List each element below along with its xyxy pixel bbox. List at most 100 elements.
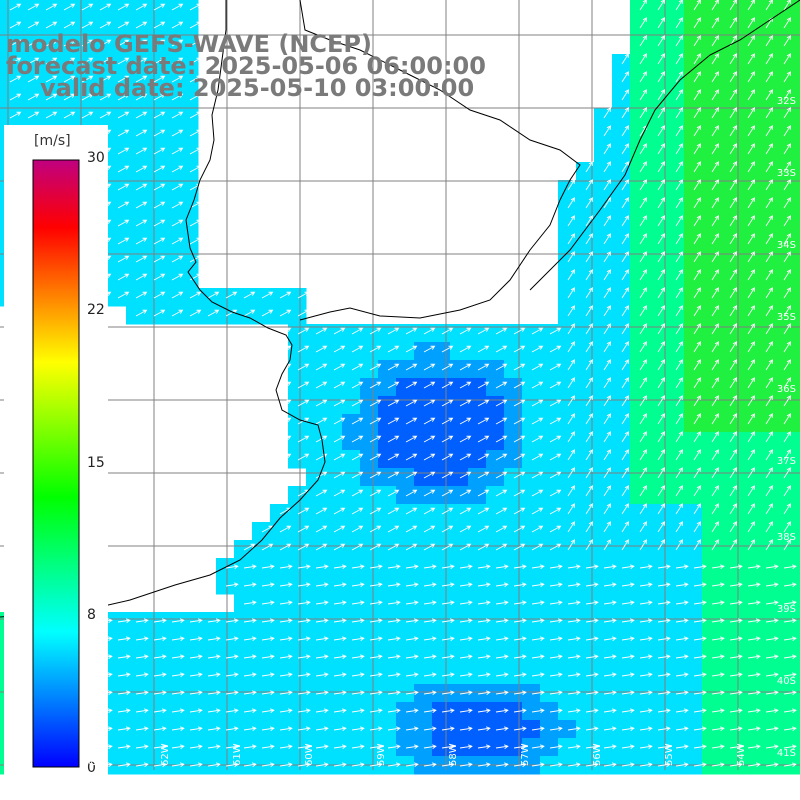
- wind-speed-cell: [594, 540, 613, 559]
- wind-arrow: [279, 708, 293, 713]
- wind-speed-cell: [108, 738, 127, 757]
- wind-arrow: [765, 521, 773, 533]
- wind-speed-cell: [594, 342, 613, 361]
- wind-speed-cell: [270, 540, 289, 559]
- wind-arrow: [477, 582, 491, 587]
- wind-arrow: [693, 467, 701, 479]
- wind-arrow: [549, 762, 563, 767]
- wind-arrow: [351, 363, 364, 371]
- wind-speed-cell: [360, 630, 379, 649]
- wind-arrow: [639, 503, 647, 515]
- wind-arrow: [747, 582, 761, 587]
- wind-speed-cell: [792, 468, 800, 487]
- wind-arrow: [351, 672, 365, 677]
- wind-speed-cell: [540, 648, 559, 667]
- wind-speed-cell: [288, 342, 307, 361]
- wind-speed-cell: [702, 522, 721, 541]
- wind-arrow: [549, 708, 563, 713]
- wind-arrow: [135, 291, 148, 299]
- wind-arrow: [333, 564, 347, 569]
- wind-speed-cell: [612, 720, 631, 739]
- wind-arrow: [189, 201, 202, 209]
- lat-label-36s: 36S: [776, 384, 796, 395]
- wind-arrow: [477, 543, 490, 551]
- wind-arrow: [369, 654, 383, 659]
- wind-speed-cell: [792, 504, 800, 523]
- wind-speed-cell: [684, 468, 703, 487]
- wind-arrow: [531, 489, 544, 497]
- wind-speed-cell: [504, 396, 523, 415]
- wind-speed-cell: [702, 54, 721, 73]
- wind-speed-cell: [270, 288, 289, 307]
- wind-arrow: [513, 762, 527, 767]
- wind-arrow: [783, 125, 791, 137]
- wind-arrow: [189, 93, 202, 101]
- wind-arrow: [135, 654, 149, 659]
- wind-speed-cell: [702, 360, 721, 379]
- wind-arrow: [603, 564, 617, 569]
- wind-speed-cell: [468, 738, 487, 757]
- wind-speed-cell: [0, 54, 19, 73]
- wind-arrow: [441, 417, 454, 425]
- wind-speed-cell: [360, 702, 379, 721]
- wind-speed-cell: [234, 540, 253, 559]
- wind-arrow: [225, 744, 239, 749]
- wind-speed-cell: [648, 72, 667, 91]
- colorbar: [4, 125, 108, 780]
- wind-speed-cell: [288, 306, 307, 325]
- wind-speed-cell: [396, 396, 415, 415]
- wind-arrow: [549, 453, 562, 461]
- wind-speed-cell: [324, 630, 343, 649]
- wind-speed-cell: [774, 414, 793, 433]
- wind-speed-cell: [432, 450, 451, 469]
- wind-arrow: [639, 521, 647, 533]
- wind-speed-cell: [774, 558, 793, 577]
- wind-arrow: [189, 147, 202, 155]
- wind-arrow: [333, 744, 347, 749]
- wind-speed-cell: [576, 702, 595, 721]
- wind-arrow: [711, 53, 719, 65]
- wind-speed-cell: [720, 594, 739, 613]
- wind-arrow: [585, 672, 599, 677]
- wind-speed-cell: [396, 702, 415, 721]
- wind-speed-cell: [216, 684, 235, 703]
- wind-arrow: [495, 708, 509, 713]
- wind-speed-cell: [216, 576, 235, 595]
- wind-arrow: [711, 618, 725, 623]
- wind-speed-cell: [378, 450, 397, 469]
- wind-speed-cell: [504, 666, 523, 685]
- wind-arrow: [621, 53, 629, 65]
- wind-speed-cell: [738, 576, 757, 595]
- wind-arrow: [675, 197, 683, 209]
- wind-arrow: [747, 107, 755, 119]
- wind-speed-cell: [738, 450, 757, 469]
- wind-speed-cell: [612, 162, 631, 181]
- wind-arrow: [585, 359, 593, 371]
- wind-arrow: [297, 309, 310, 317]
- wind-arrow: [657, 341, 665, 353]
- wind-speed-cell: [108, 666, 127, 685]
- wind-arrow: [243, 636, 257, 641]
- wind-speed-cell: [342, 594, 361, 613]
- wind-speed-cell: [774, 612, 793, 631]
- wind-arrow: [693, 0, 701, 11]
- wind-speed-cell: [306, 540, 325, 559]
- wind-speed-cell: [144, 252, 163, 271]
- wind-arrow: [711, 323, 719, 335]
- wind-arrow: [693, 431, 701, 443]
- wind-arrow: [477, 654, 491, 659]
- wind-speed-cell: [522, 576, 541, 595]
- wind-arrow: [297, 435, 310, 443]
- wind-speed-cell: [162, 234, 181, 253]
- wind-speed-cell: [594, 504, 613, 523]
- wind-arrow: [675, 564, 689, 569]
- wind-arrow: [315, 564, 329, 569]
- wind-arrow: [27, 93, 40, 101]
- wind-speed-cell: [18, 0, 37, 19]
- wind-speed-cell: [756, 252, 775, 271]
- wind-speed-cell: [90, 90, 109, 109]
- wind-arrow: [513, 564, 527, 569]
- wind-speed-cell: [450, 414, 469, 433]
- wind-arrow: [693, 89, 701, 101]
